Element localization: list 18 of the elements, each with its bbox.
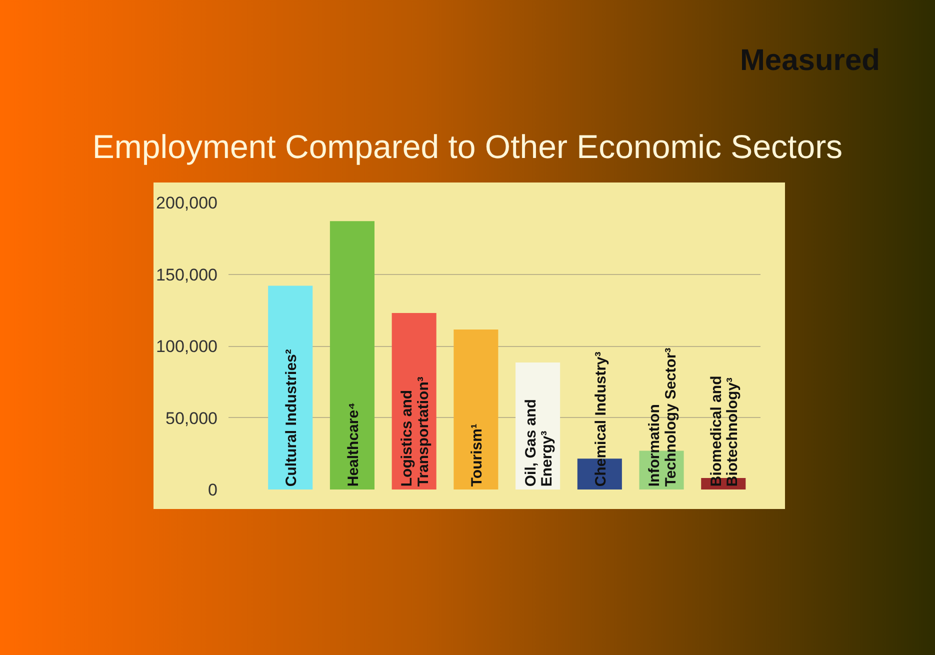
x-tick-label: Logistics and Transportation³ xyxy=(398,376,432,487)
chart-subtitle: Measured xyxy=(740,43,880,79)
y-tick-label: 200,000 xyxy=(156,193,218,212)
y-tick-label: 0 xyxy=(208,480,218,500)
y-tick-label: 150,000 xyxy=(156,265,218,284)
x-tick-label: Information Technology Sector³ xyxy=(646,348,680,487)
x-tick-label: Biomedical and Biotechnology³ xyxy=(708,376,742,487)
y-tick-label: 50,000 xyxy=(166,408,218,428)
x-tick-label: Healthcare⁴ xyxy=(344,402,362,487)
bar xyxy=(454,329,498,490)
bar xyxy=(330,221,374,490)
chart-title: Employment Compared to Other Economic Sectors xyxy=(92,126,843,167)
x-tick-label: Tourism¹ xyxy=(468,424,486,487)
x-tick-label: Cultural Industries² xyxy=(283,349,300,487)
y-tick-label: 100,000 xyxy=(156,336,218,356)
x-tick-label: Oil, Gas and Energy³ xyxy=(522,399,556,487)
x-tick-label: Chemical Industry³ xyxy=(592,352,610,487)
bar xyxy=(268,286,313,490)
